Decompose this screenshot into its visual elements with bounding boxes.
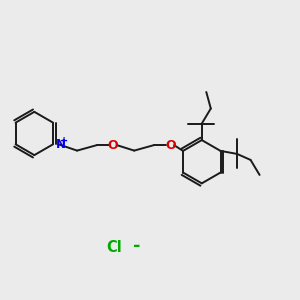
Text: O: O [165,139,175,152]
Text: +: + [59,136,68,146]
Text: O: O [108,139,118,152]
Text: -: - [133,237,140,255]
Text: Cl: Cl [106,240,122,255]
Text: N: N [56,138,65,151]
